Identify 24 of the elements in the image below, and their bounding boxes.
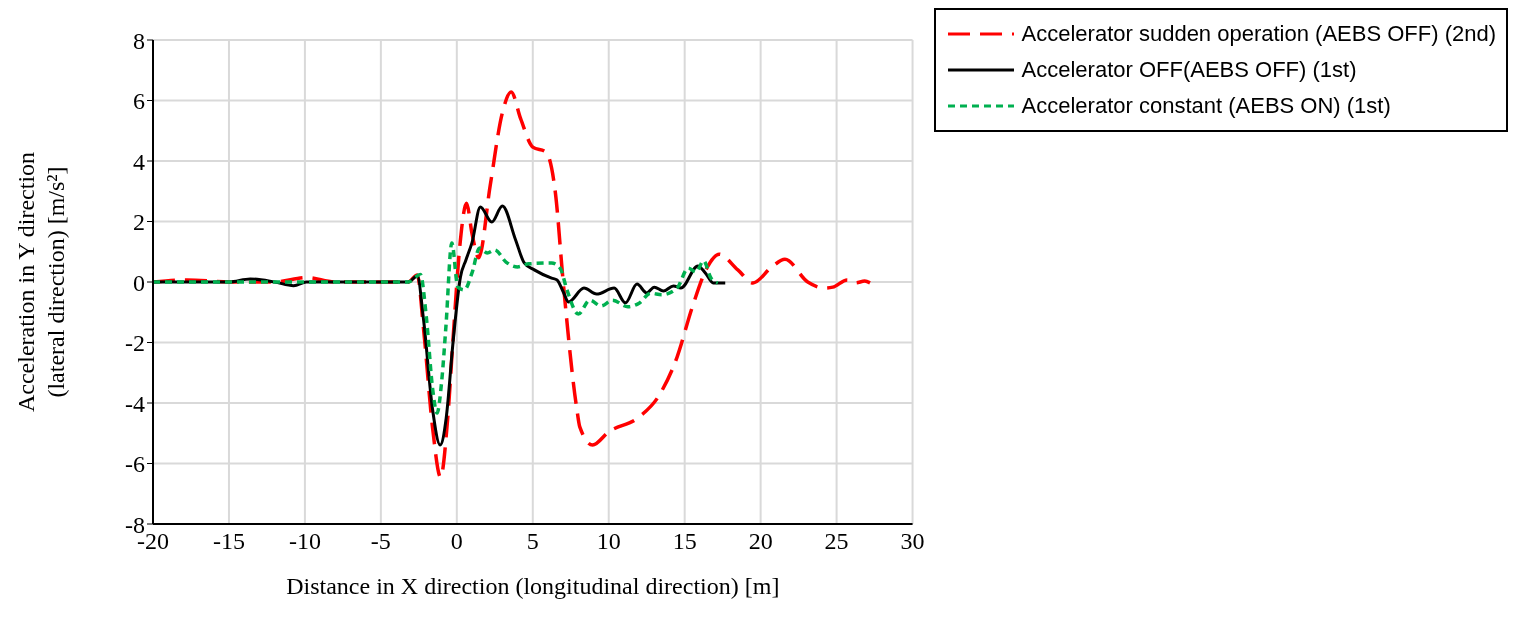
- y-tick-label: 2: [133, 209, 145, 236]
- y-tick-label: -4: [125, 390, 145, 417]
- legend-label: Accelerator sudden operation (AEBS OFF) (2nd): [1021, 21, 1496, 47]
- y-tick-label: 4: [133, 148, 145, 175]
- y-axis-title: Acceleration in Y direction (lateral direction) [m/s²]: [13, 151, 69, 413]
- y-tick-label: 6: [133, 88, 145, 115]
- x-axis-title: Distance in X direction (longitudinal direction) [m]: [286, 573, 780, 599]
- y-tick-label: 0: [133, 269, 145, 296]
- line-series: [153, 241, 720, 415]
- x-tick-label: -5: [370, 528, 391, 555]
- x-tick-label: 20: [748, 528, 773, 555]
- x-tick-label: 10: [596, 528, 621, 555]
- y-tick-label: -2: [125, 330, 145, 357]
- legend-label: Accelerator OFF(AEBS OFF) (1st): [1021, 57, 1357, 83]
- y-tick-label: -6: [125, 451, 145, 478]
- x-tick-label: 5: [526, 528, 539, 555]
- y-tick-label: 8: [133, 27, 145, 54]
- x-tick-label: -15: [212, 528, 245, 555]
- legend-label: Accelerator constant (AEBS ON) (1st): [1021, 93, 1391, 119]
- x-tick-label: 30: [900, 528, 925, 555]
- x-tick-label: 15: [672, 528, 697, 555]
- x-tick-label: 0: [450, 528, 463, 555]
- x-tick-label: -10: [288, 528, 321, 555]
- x-tick-label: 25: [824, 528, 849, 555]
